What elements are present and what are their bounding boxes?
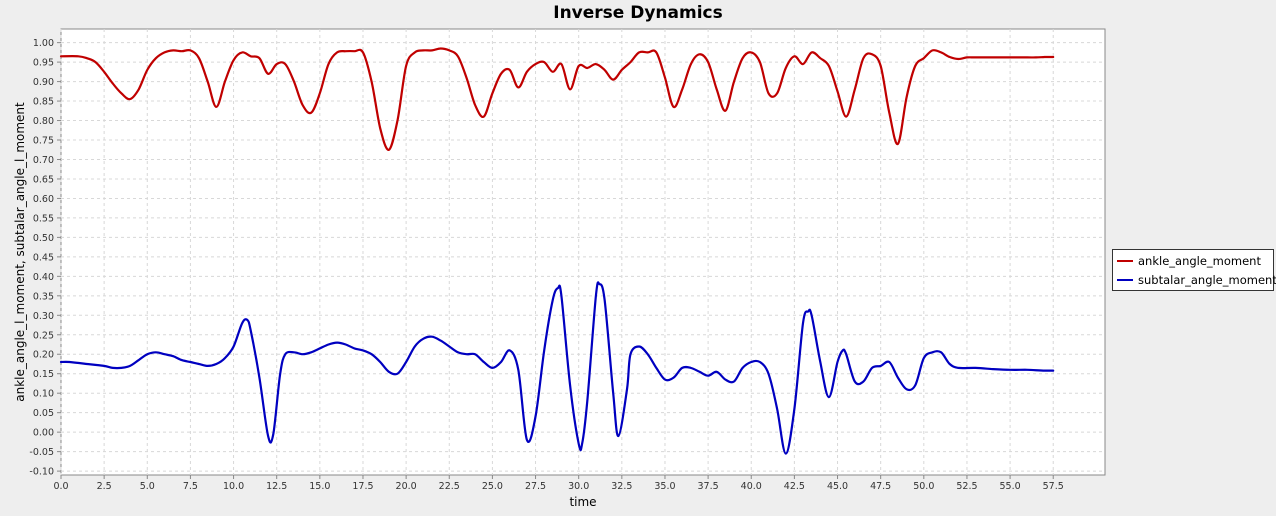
y-tick-label: 0.35 [33,291,54,302]
x-tick-label: 37.5 [698,481,719,492]
x-tick-label: 57.5 [1043,481,1064,492]
x-tick-label: 10.0 [223,481,244,492]
legend-item-ankle: ankle_angle_moment [1117,252,1261,270]
x-tick-label: 27.5 [525,481,546,492]
legend: ankle_angle_moment subtalar_angle_moment [1112,249,1276,291]
x-tick-label: 25.0 [482,481,503,492]
y-tick-label: 0.80 [33,116,54,127]
series-lines [59,47,1055,455]
chart-title: Inverse Dynamics [553,3,723,23]
series-line-ankle [59,47,1055,151]
y-tick-label: 0.85 [33,97,54,108]
x-tick-label: 32.5 [611,481,632,492]
y-tick-label: -0.10 [29,467,54,478]
y-tick-label: 1.00 [33,38,54,49]
x-tick-label: 50.0 [913,481,934,492]
x-tick-label: 15.0 [309,481,330,492]
x-axis-label: time [569,495,596,509]
y-axis-label: ankle_angle_l_moment, subtalar_angle_l_m… [13,102,27,402]
y-tick-label: 0.10 [33,389,54,400]
x-tick-label: 7.5 [183,481,198,492]
y-tick-label: 0.00 [33,428,54,439]
x-tick-label: 0.0 [53,481,68,492]
x-tick-label: 17.5 [352,481,373,492]
y-tick-label: 0.70 [33,155,54,166]
x-tick-label: 47.5 [870,481,891,492]
x-tick-label: 55.0 [1000,481,1021,492]
legend-label-subtalar: subtalar_angle_moment [1138,273,1276,287]
gridlines [60,29,1105,475]
y-tick-label: -0.05 [29,447,54,458]
x-tick-label: 30.0 [568,481,589,492]
x-tick-label: 5.0 [140,481,155,492]
legend-label-ankle: ankle_angle_moment [1138,254,1261,268]
y-tick-label: 0.15 [33,369,54,380]
y-tick-label: 0.50 [33,233,54,244]
y-tick-label: 0.25 [33,330,54,341]
y-tick-label: 0.45 [33,252,54,263]
plot-area [60,28,1106,476]
x-tick-label: 42.5 [784,481,805,492]
x-tick-label: 20.0 [396,481,417,492]
y-tick-label: 0.95 [33,58,54,69]
x-tick-label: 22.5 [439,481,460,492]
y-tick-label: 0.65 [33,174,54,185]
y-tick-label: 0.75 [33,136,54,147]
y-tick-label: 0.60 [33,194,54,205]
y-tick-label: 0.20 [33,350,54,361]
x-tick-label: 40.0 [741,481,762,492]
x-tick-label: 35.0 [654,481,675,492]
x-tick-label: 45.0 [827,481,848,492]
x-tick-label: 12.5 [266,481,287,492]
y-tick-label: 0.55 [33,213,54,224]
y-tick-label: 0.40 [33,272,54,283]
y-axis-ticks: -0.10 -0.05 0.00 0.05 0.10 0.15 0.20 0.25 0.30 0.… [29,38,61,478]
x-tick-label: 52.5 [956,481,977,492]
x-axis-ticks: 0.0 2.5 5.0 7.5 10.0 12.5 15.0 17.5 20.0 22.5 25.0… [53,475,1064,492]
legend-item-subtalar: subtalar_angle_moment [1117,271,1276,289]
legend-swatch-ankle [1117,260,1133,262]
y-tick-label: 0.90 [33,77,54,88]
y-tick-label: 0.30 [33,311,54,322]
y-tick-label: 0.05 [33,408,54,419]
x-tick-label: 2.5 [97,481,112,492]
legend-swatch-subtalar [1117,279,1133,281]
series-line-subtalar [59,281,1055,455]
